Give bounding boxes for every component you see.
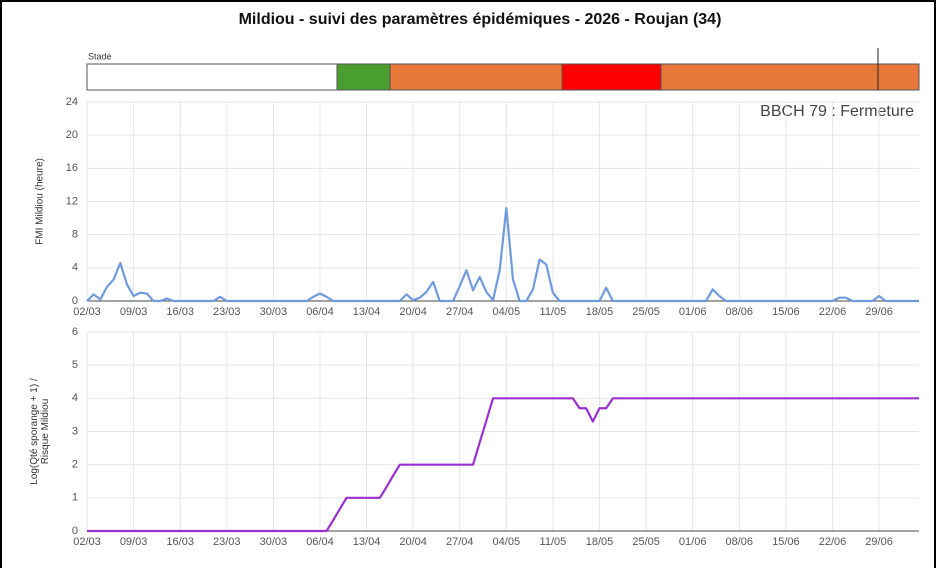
x-tick-label: 23/03 — [213, 306, 241, 318]
y-tick-label: 12 — [66, 195, 78, 207]
x-tick-label: 11/05 — [540, 536, 567, 548]
y-tick-label: 0 — [72, 525, 78, 537]
y-tick-label: 20 — [66, 129, 78, 141]
stage-segment — [389, 63, 563, 91]
stage-bar — [86, 48, 920, 91]
y-tick-label: 0 — [72, 295, 78, 307]
y-tick-label: 4 — [72, 262, 78, 274]
y-tick-label: 1 — [72, 492, 78, 504]
x-tick-label: 06/04 — [306, 306, 334, 318]
x-tick-label: 15/06 — [772, 306, 800, 318]
x-tick-label: 02/03 — [73, 306, 101, 318]
x-tick-label: 04/05 — [493, 536, 521, 548]
x-tick-label: 01/06 — [679, 306, 707, 318]
y-tick-label: 24 — [66, 96, 78, 108]
data-line — [87, 397, 919, 533]
y-axis-label: Risque Mildiou — [40, 399, 51, 465]
y-tick-label: 16 — [66, 162, 78, 174]
x-tick-label: 11/05 — [540, 306, 567, 318]
x-tick-label: 13/04 — [353, 306, 381, 318]
x-tick-label: 09/03 — [120, 536, 148, 548]
y-tick-label: 4 — [72, 392, 78, 404]
x-tick-label: 18/05 — [586, 536, 614, 548]
x-tick-label: 06/04 — [306, 536, 334, 548]
x-tick-label: 04/05 — [493, 306, 521, 318]
x-tick-label: 18/05 — [586, 306, 614, 318]
y-tick-label: 3 — [72, 425, 78, 437]
stage-segment — [561, 63, 662, 91]
stage-segment — [660, 63, 920, 91]
x-tick-label: 25/05 — [632, 306, 660, 318]
x-tick-label: 20/04 — [399, 306, 427, 318]
x-tick-label: 22/06 — [819, 306, 847, 318]
x-tick-label: 01/06 — [679, 536, 707, 548]
stage-segment — [336, 63, 391, 91]
y-tick-label: 6 — [72, 326, 78, 338]
annotation: BBCH 79 : Fermeture — [760, 103, 914, 120]
y-tick-label: 2 — [72, 459, 78, 471]
x-tick-label: 29/06 — [865, 536, 893, 548]
x-tick-label: 22/06 — [819, 536, 847, 548]
x-tick-label: 08/06 — [726, 306, 754, 318]
x-tick-label: 29/06 — [865, 306, 893, 318]
x-tick-label: 27/04 — [446, 306, 474, 318]
x-tick-label: 15/06 — [772, 536, 800, 548]
x-tick-label: 16/03 — [166, 306, 194, 318]
x-tick-label: 23/03 — [213, 536, 241, 548]
data-line — [86, 207, 919, 303]
x-tick-label: 16/03 — [166, 536, 194, 548]
x-tick-label: 30/03 — [260, 306, 288, 318]
y-axis-label: FMI Mildiou (heure) — [35, 158, 46, 245]
stage-label: Stade — [88, 51, 112, 61]
x-tick-label: 20/04 — [399, 536, 427, 548]
chart-title: Mildiou - suivi des paramètres épidémiqu… — [239, 11, 722, 28]
x-tick-label: 08/06 — [726, 536, 754, 548]
x-tick-label: 02/03 — [73, 536, 101, 548]
x-tick-label: 09/03 — [120, 306, 148, 318]
stage-segment — [86, 63, 338, 91]
x-tick-label: 27/04 — [446, 536, 474, 548]
y-axis-label: Log(Qté sporange + 1) / — [29, 378, 40, 485]
x-tick-label: 30/03 — [260, 536, 288, 548]
x-tick-label: 13/04 — [353, 536, 381, 548]
y-tick-label: 8 — [72, 229, 78, 241]
x-tick-label: 25/05 — [632, 536, 660, 548]
y-tick-label: 5 — [72, 359, 78, 371]
